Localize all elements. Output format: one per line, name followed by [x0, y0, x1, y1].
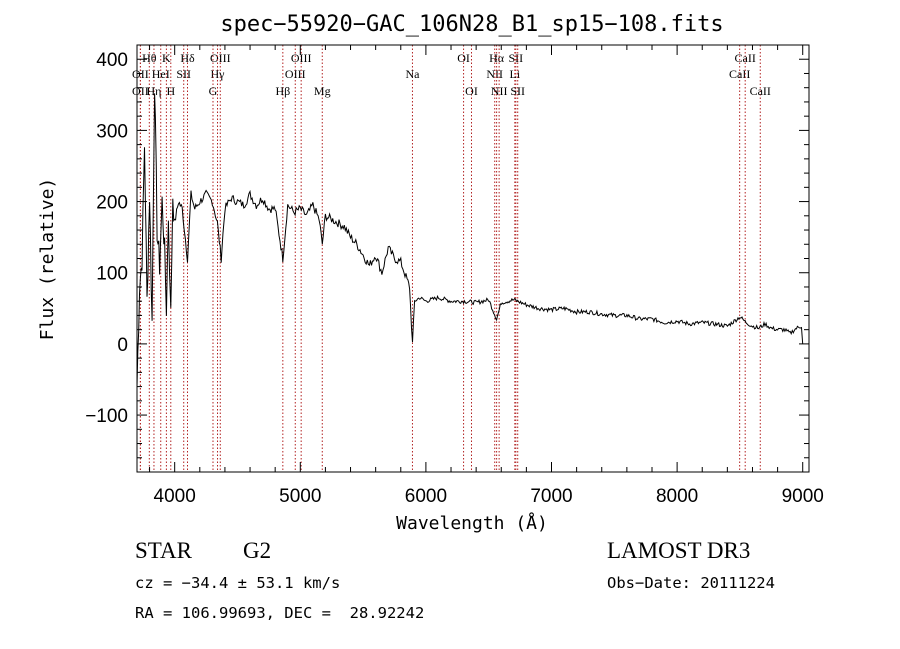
- spectrum-series-line: [136, 93, 804, 387]
- x-tick-label: 7000: [530, 486, 572, 507]
- y-tick-label: 100: [96, 264, 128, 285]
- x-tick-label: 8000: [656, 486, 698, 507]
- observation-date: Obs−Date: 20111224: [607, 574, 775, 592]
- line-label-19: NII: [486, 67, 503, 81]
- x-tick-label: 4000: [154, 486, 196, 507]
- line-label-10: Hγ: [211, 67, 226, 81]
- line-label-23: Li: [509, 67, 520, 81]
- line-label-18: OI: [465, 84, 478, 98]
- line-label-8: Hδ: [180, 51, 195, 65]
- line-label-25: CaII: [729, 67, 750, 81]
- y-tick-label: 300: [96, 121, 128, 142]
- object-class: STAR: [135, 538, 192, 563]
- line-label-17: OI: [457, 51, 470, 65]
- x-tick-label: 6000: [405, 486, 447, 507]
- y-axis-ticks: −100 0 100 200 300 400: [85, 44, 809, 459]
- line-label-3: Hη: [146, 84, 161, 98]
- line-label-15: Mg: [314, 84, 331, 98]
- line-label-6: H: [166, 84, 175, 98]
- y-tick-label: 400: [96, 50, 128, 71]
- line-label-24: SII: [510, 84, 525, 98]
- x-axis-ticks: 4000 5000 6000 7000 8000 9000: [149, 45, 824, 507]
- line-label-4: HeI: [152, 67, 170, 81]
- line-label-7: SII: [176, 67, 191, 81]
- redshift-cz: cz = −34.4 ± 53.1 km/s: [135, 574, 341, 592]
- line-label-12: Hβ: [275, 84, 290, 98]
- line-label-5: K: [162, 51, 171, 65]
- y-tick-label: −100: [85, 406, 128, 427]
- line-label-14: OIII: [291, 51, 312, 65]
- survey-name: LAMOST DR3: [607, 538, 751, 563]
- line-label-2: OII: [132, 84, 149, 98]
- line-label-0: Hθ: [142, 51, 157, 65]
- y-tick-label: 200: [96, 193, 128, 214]
- line-label-21: NII: [491, 84, 508, 98]
- x-axis-label: Wavelength (Å): [396, 512, 548, 534]
- line-label-26: CaII: [735, 51, 756, 65]
- x-tick-label: 5000: [279, 486, 321, 507]
- ra-dec-coordinates: RA = 106.99693, DEC = 28.92242: [135, 604, 425, 622]
- chart-title: spec−55920−GAC_106N28_B1_sp15−108.fits: [220, 12, 723, 37]
- plot-frame: [136, 44, 810, 473]
- x-tick-label: 9000: [782, 486, 824, 507]
- line-label-13: OIII: [285, 67, 306, 81]
- line-label-9: OIII: [210, 51, 231, 65]
- line-label-22: SII: [508, 51, 523, 65]
- line-label-20: Hα: [489, 51, 505, 65]
- line-label-16: Na: [405, 67, 420, 81]
- spectral-subclass: G2: [243, 538, 272, 563]
- line-label-11: G: [209, 84, 218, 98]
- y-axis-label: Flux (relative): [37, 178, 58, 341]
- y-tick-label: 0: [117, 335, 128, 356]
- line-label-27: CaII: [750, 84, 771, 98]
